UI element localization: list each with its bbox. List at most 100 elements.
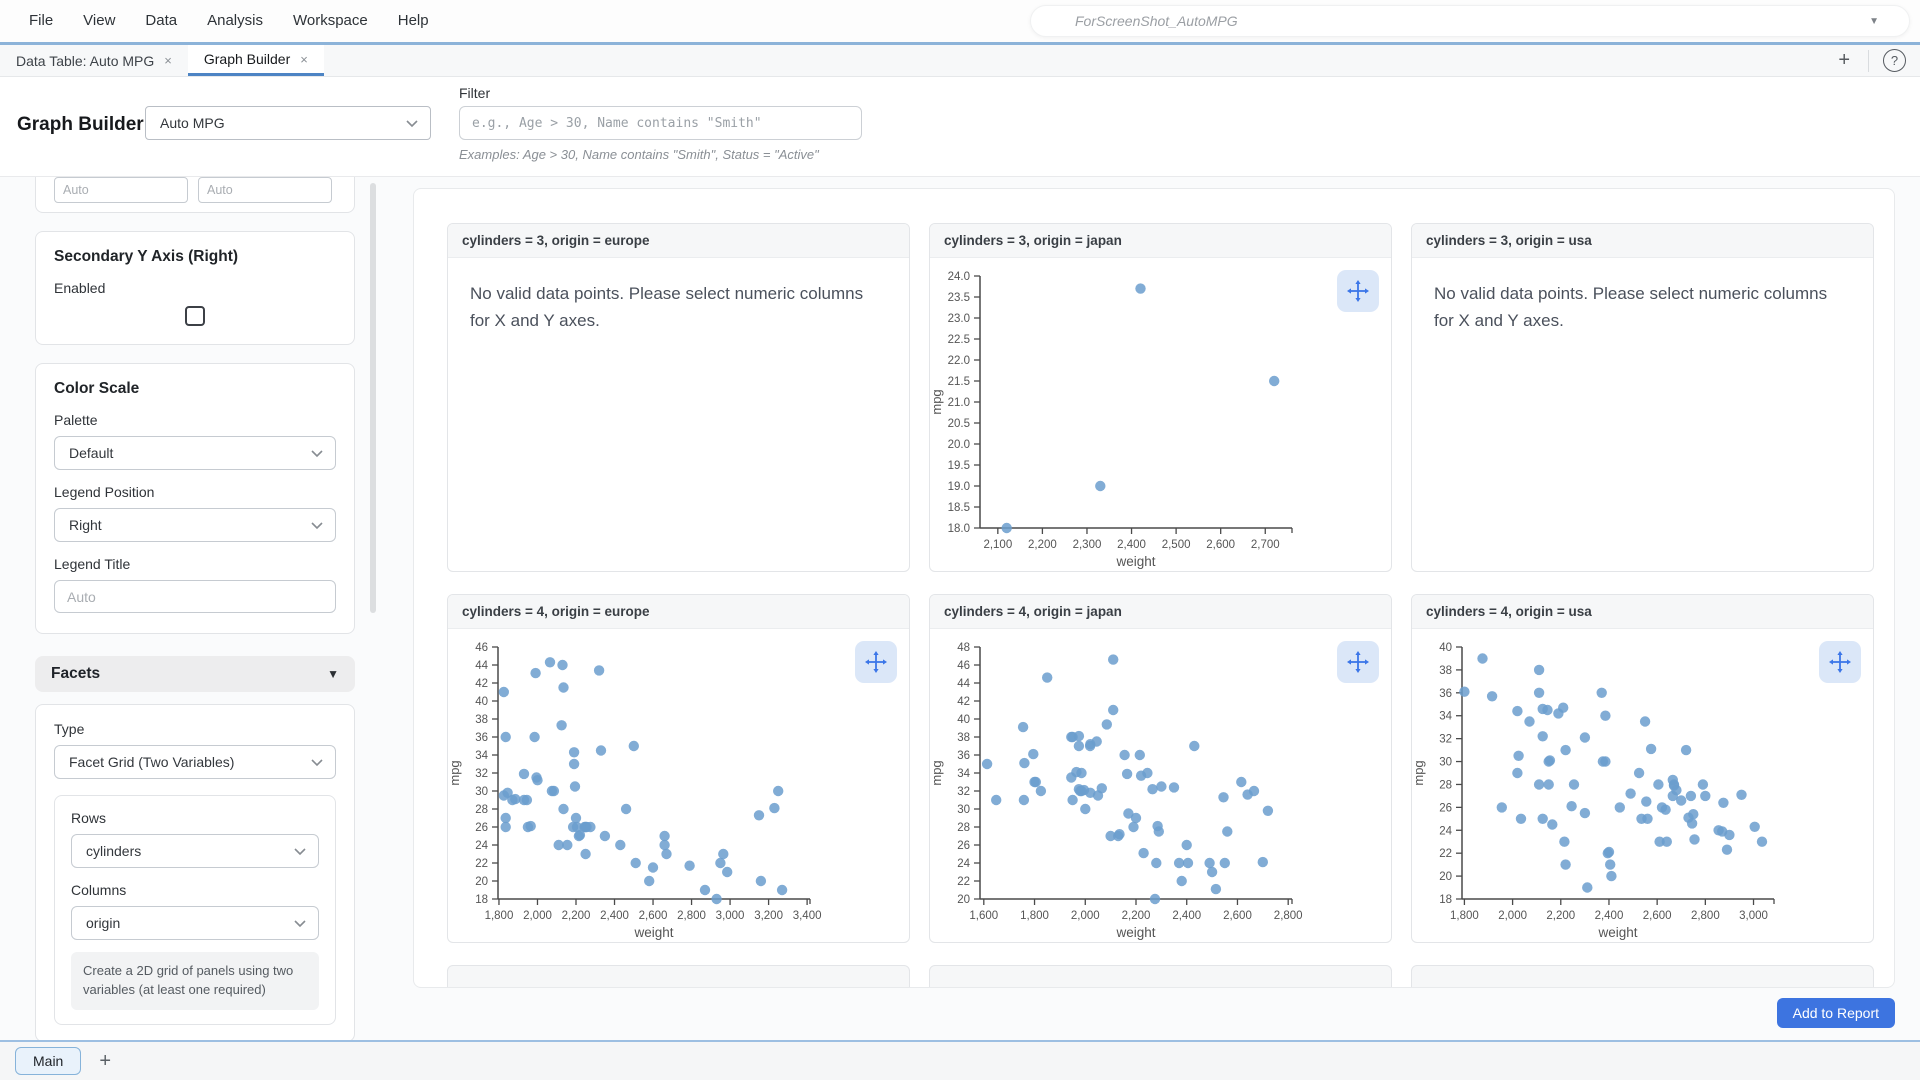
menu-analysis[interactable]: Analysis (192, 0, 278, 42)
svg-text:22.0: 22.0 (948, 355, 970, 367)
svg-text:34: 34 (957, 768, 970, 780)
facet-panel-title: cylinders = 3, origin = europe (448, 224, 909, 258)
dataset-select[interactable]: Auto MPG (145, 106, 431, 140)
pan-icon[interactable] (1337, 641, 1379, 683)
facet-panel: cylinders = 3, origin = europeNo valid d… (447, 223, 910, 572)
svg-text:2,600: 2,600 (639, 910, 668, 922)
svg-text:26: 26 (475, 822, 488, 834)
menu-view[interactable]: View (68, 0, 130, 42)
svg-text:18.0: 18.0 (948, 523, 970, 535)
secondary-y-axis-card: Secondary Y Axis (Right) Enabled (35, 231, 355, 345)
close-icon[interactable]: × (300, 52, 308, 67)
svg-text:22: 22 (957, 876, 970, 888)
close-icon[interactable]: × (164, 53, 172, 68)
svg-text:20: 20 (957, 894, 970, 906)
pan-icon[interactable] (1337, 270, 1379, 312)
facet-grid-card: cylinders = 3, origin = europeNo valid d… (413, 188, 1895, 988)
svg-text:30: 30 (475, 786, 488, 798)
facet-panel-title: cylinders = 3, origin = usa (1412, 224, 1873, 258)
svg-text:2,200: 2,200 (562, 910, 591, 922)
svg-text:24: 24 (957, 858, 970, 870)
collapse-caret-icon[interactable]: ▼ (327, 667, 339, 681)
enabled-checkbox[interactable] (185, 306, 205, 326)
main-workspace-tab[interactable]: Main (15, 1047, 81, 1075)
add-to-report-button[interactable]: Add to Report (1777, 998, 1895, 1028)
svg-text:1,800: 1,800 (485, 910, 514, 922)
svg-text:36: 36 (957, 750, 970, 762)
workspace-name-field[interactable]: ForScreenShot_AutoMPG ▼ (1030, 5, 1910, 37)
svg-text:24.0: 24.0 (948, 271, 970, 283)
facet-panel-title: cylinders = 4, origin = europe (448, 595, 909, 629)
palette-select[interactable]: Default (54, 436, 336, 470)
color-scale-title: Color Scale (54, 380, 336, 398)
svg-text:42: 42 (957, 696, 970, 708)
axis-max-input[interactable] (198, 177, 332, 203)
svg-text:32: 32 (1439, 734, 1452, 746)
svg-text:2,800: 2,800 (1274, 910, 1303, 922)
svg-text:2,400: 2,400 (1117, 539, 1146, 551)
settings-sidebar: Secondary Y Axis (Right) Enabled Color S… (0, 177, 392, 1040)
help-icon[interactable]: ? (1883, 49, 1906, 72)
chevron-down-icon (311, 754, 323, 770)
builder-header: Graph Builder Auto MPG Filter Examples: … (0, 77, 1920, 177)
facet-type-select-value: Facet Grid (Two Variables) (69, 754, 234, 770)
pan-icon[interactable] (855, 641, 897, 683)
filter-examples: Examples: Age > 30, Name contains "Smith… (459, 147, 819, 162)
palette-label: Palette (54, 412, 336, 428)
svg-text:40: 40 (957, 714, 970, 726)
bottom-bar: Main + (0, 1040, 1920, 1080)
sidebar-scrollbar[interactable] (370, 183, 376, 613)
new-tab-button[interactable]: + (1820, 49, 1868, 72)
facet-panel: cylinders = 4, origin = usa1820222426283… (1411, 594, 1874, 943)
axis-min-input[interactable] (54, 177, 188, 203)
menu-workspace[interactable]: Workspace (278, 0, 383, 42)
content: Secondary Y Axis (Right) Enabled Color S… (0, 177, 1920, 1040)
scatter-plot: 1820222426283032343638401,8002,0002,2002… (1412, 629, 1873, 942)
tab-data-table[interactable]: Data Table: Auto MPG × (0, 45, 188, 76)
svg-text:28: 28 (475, 804, 488, 816)
pan-icon[interactable] (1819, 641, 1861, 683)
add-workspace-button[interactable]: + (99, 1050, 111, 1073)
facet-panel-body: No valid data points. Please select nume… (448, 258, 909, 571)
menu-help[interactable]: Help (383, 0, 444, 42)
svg-text:mpg: mpg (930, 389, 944, 414)
facet-panel-partial (1411, 965, 1874, 988)
svg-text:28: 28 (1439, 779, 1452, 791)
svg-text:weight: weight (1597, 925, 1637, 940)
svg-text:2,300: 2,300 (1073, 539, 1102, 551)
menu-data[interactable]: Data (130, 0, 192, 42)
dataset-select-value: Auto MPG (160, 115, 225, 131)
facets-section-header[interactable]: Facets ▼ (35, 656, 355, 692)
svg-text:26: 26 (1439, 802, 1452, 814)
svg-text:32: 32 (957, 786, 970, 798)
svg-text:1,600: 1,600 (969, 910, 998, 922)
svg-text:1,800: 1,800 (1020, 910, 1049, 922)
facet-panel-title: cylinders = 4, origin = japan (930, 595, 1391, 629)
facet-columns-label: Columns (71, 882, 319, 898)
scatter-plot: 1820222426283032343638404244461,8002,000… (448, 629, 909, 942)
svg-text:1,800: 1,800 (1450, 910, 1479, 922)
svg-text:46: 46 (475, 642, 488, 654)
svg-text:18: 18 (1439, 894, 1452, 906)
empty-message: No valid data points. Please select nume… (448, 258, 888, 334)
legend-position-label: Legend Position (54, 484, 336, 500)
legend-title-input[interactable] (54, 580, 336, 613)
legend-title-label: Legend Title (54, 556, 336, 572)
svg-text:26: 26 (957, 840, 970, 852)
svg-text:2,200: 2,200 (1546, 910, 1575, 922)
svg-text:24: 24 (475, 840, 488, 852)
tab-label: Data Table: Auto MPG (16, 53, 154, 69)
facet-type-select[interactable]: Facet Grid (Two Variables) (54, 745, 336, 779)
filter-input[interactable] (459, 106, 862, 140)
svg-text:24: 24 (1439, 825, 1452, 837)
chevron-down-icon (294, 915, 306, 931)
chevron-down-icon[interactable]: ▼ (1869, 16, 1879, 27)
facet-variables-card: Rows cylinders Columns origin Create a 2… (54, 795, 336, 1025)
tab-graph-builder[interactable]: Graph Builder × (188, 45, 324, 76)
facet-rows-select[interactable]: cylinders (71, 834, 319, 868)
facet-columns-select[interactable]: origin (71, 906, 319, 940)
legend-position-select[interactable]: Right (54, 508, 336, 542)
facet-panel-title: cylinders = 4, origin = usa (1412, 595, 1873, 629)
menu-file[interactable]: File (14, 0, 68, 42)
svg-text:22.5: 22.5 (948, 334, 970, 346)
